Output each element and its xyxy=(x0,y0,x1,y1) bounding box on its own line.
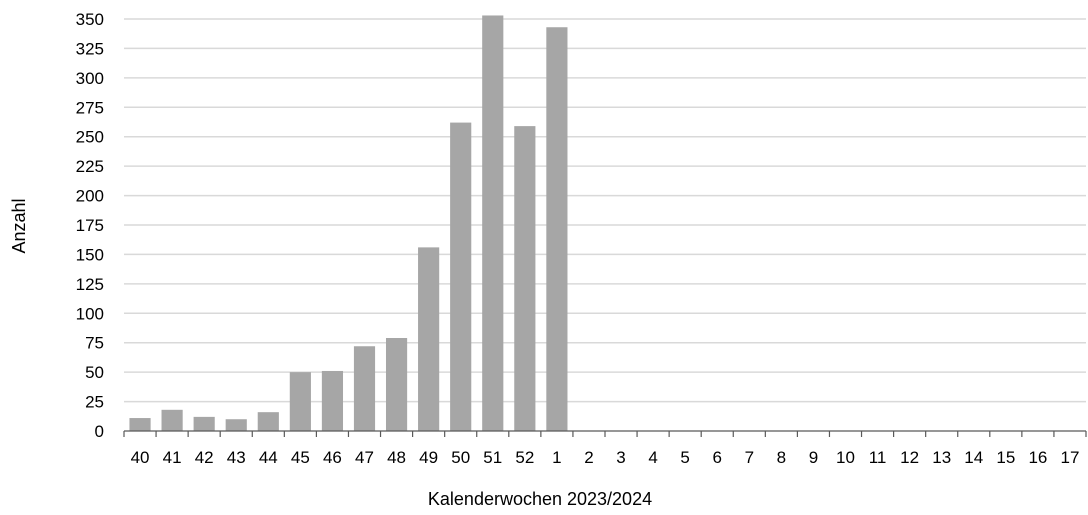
x-tick-label: 51 xyxy=(483,448,502,467)
x-tick-label: 11 xyxy=(869,448,887,467)
x-tick-label: 10 xyxy=(836,448,855,467)
x-tick-label: 13 xyxy=(932,448,951,467)
x-tick-label: 8 xyxy=(777,448,786,467)
bar-week-1 xyxy=(546,27,568,432)
x-tick-label: 43 xyxy=(227,448,246,467)
x-tick-label: 42 xyxy=(195,448,214,467)
y-tick-label: 275 xyxy=(76,98,104,117)
bars xyxy=(129,15,568,432)
bar-week-50 xyxy=(450,122,472,431)
bar-week-49 xyxy=(418,247,440,431)
x-tick-label: 4 xyxy=(648,448,657,467)
x-tick-label: 41 xyxy=(163,448,182,467)
bar-week-46 xyxy=(321,370,344,431)
y-tick-label: 350 xyxy=(76,10,104,29)
x-axis-title: Kalenderwochen 2023/2024 xyxy=(428,489,652,509)
bar-week-52 xyxy=(514,126,536,432)
x-tick-label: 2 xyxy=(584,448,593,467)
x-tick-label: 6 xyxy=(712,448,721,467)
x-tick-label: 1 xyxy=(552,448,561,467)
x-tick-label: 48 xyxy=(387,448,406,467)
x-tick-label: 17 xyxy=(1061,448,1080,467)
x-tick-label: 7 xyxy=(745,448,754,467)
y-tick-label: 225 xyxy=(76,157,104,176)
x-tick-label: 9 xyxy=(809,448,818,467)
bar-week-48 xyxy=(385,338,408,431)
bar-week-41 xyxy=(161,409,183,431)
x-tick-label: 47 xyxy=(355,448,374,467)
bar-week-45 xyxy=(289,372,311,431)
y-axis-tick-labels: 0 25 50 75 100 125 150 175 200 225 250 275 300 325 350 xyxy=(76,10,104,441)
bar-week-42 xyxy=(193,416,215,431)
bar-week-51 xyxy=(482,15,504,431)
x-tick-label: 15 xyxy=(996,448,1015,467)
x-tick-label: 46 xyxy=(323,448,342,467)
x-tick-label: 52 xyxy=(515,448,534,467)
x-tick-label: 50 xyxy=(451,448,470,467)
y-axis-title: Anzahl xyxy=(9,198,29,253)
y-tick-label: 25 xyxy=(85,393,104,412)
bar-week-47 xyxy=(353,346,376,431)
x-tick-label: 45 xyxy=(291,448,310,467)
y-tick-label: 150 xyxy=(76,245,104,264)
y-tick-label: 50 xyxy=(85,363,104,382)
y-tick-label: 175 xyxy=(76,216,104,235)
y-tick-label: 75 xyxy=(85,334,104,353)
x-axis xyxy=(123,430,1087,437)
y-tick-label: 125 xyxy=(76,275,104,294)
x-tick-label: 49 xyxy=(419,448,438,467)
x-tick-label: 44 xyxy=(259,448,278,467)
x-tick-label: 12 xyxy=(900,448,919,467)
bar-week-44 xyxy=(257,412,279,431)
x-tick-label: 5 xyxy=(680,448,689,467)
x-tick-label: 3 xyxy=(616,448,625,467)
x-axis-tick-labels: 40 41 42 43 44 45 46 47 48 49 50 51 52 1 2 3 4 5 6 7 8 9 10 11 1… xyxy=(131,448,1080,467)
x-tick-label: 14 xyxy=(964,448,983,467)
y-tick-label: 100 xyxy=(76,304,104,323)
bar-week-40 xyxy=(129,418,151,431)
bar-week-43 xyxy=(225,419,247,431)
y-tick-label: 250 xyxy=(76,128,104,147)
y-tick-label: 0 xyxy=(95,422,104,441)
gridlines xyxy=(124,18,1086,403)
y-tick-label: 325 xyxy=(76,39,104,58)
y-tick-label: 300 xyxy=(76,69,104,88)
y-tick-label: 200 xyxy=(76,187,104,206)
x-tick-label: 16 xyxy=(1028,448,1047,467)
x-tick-label: 40 xyxy=(131,448,150,467)
